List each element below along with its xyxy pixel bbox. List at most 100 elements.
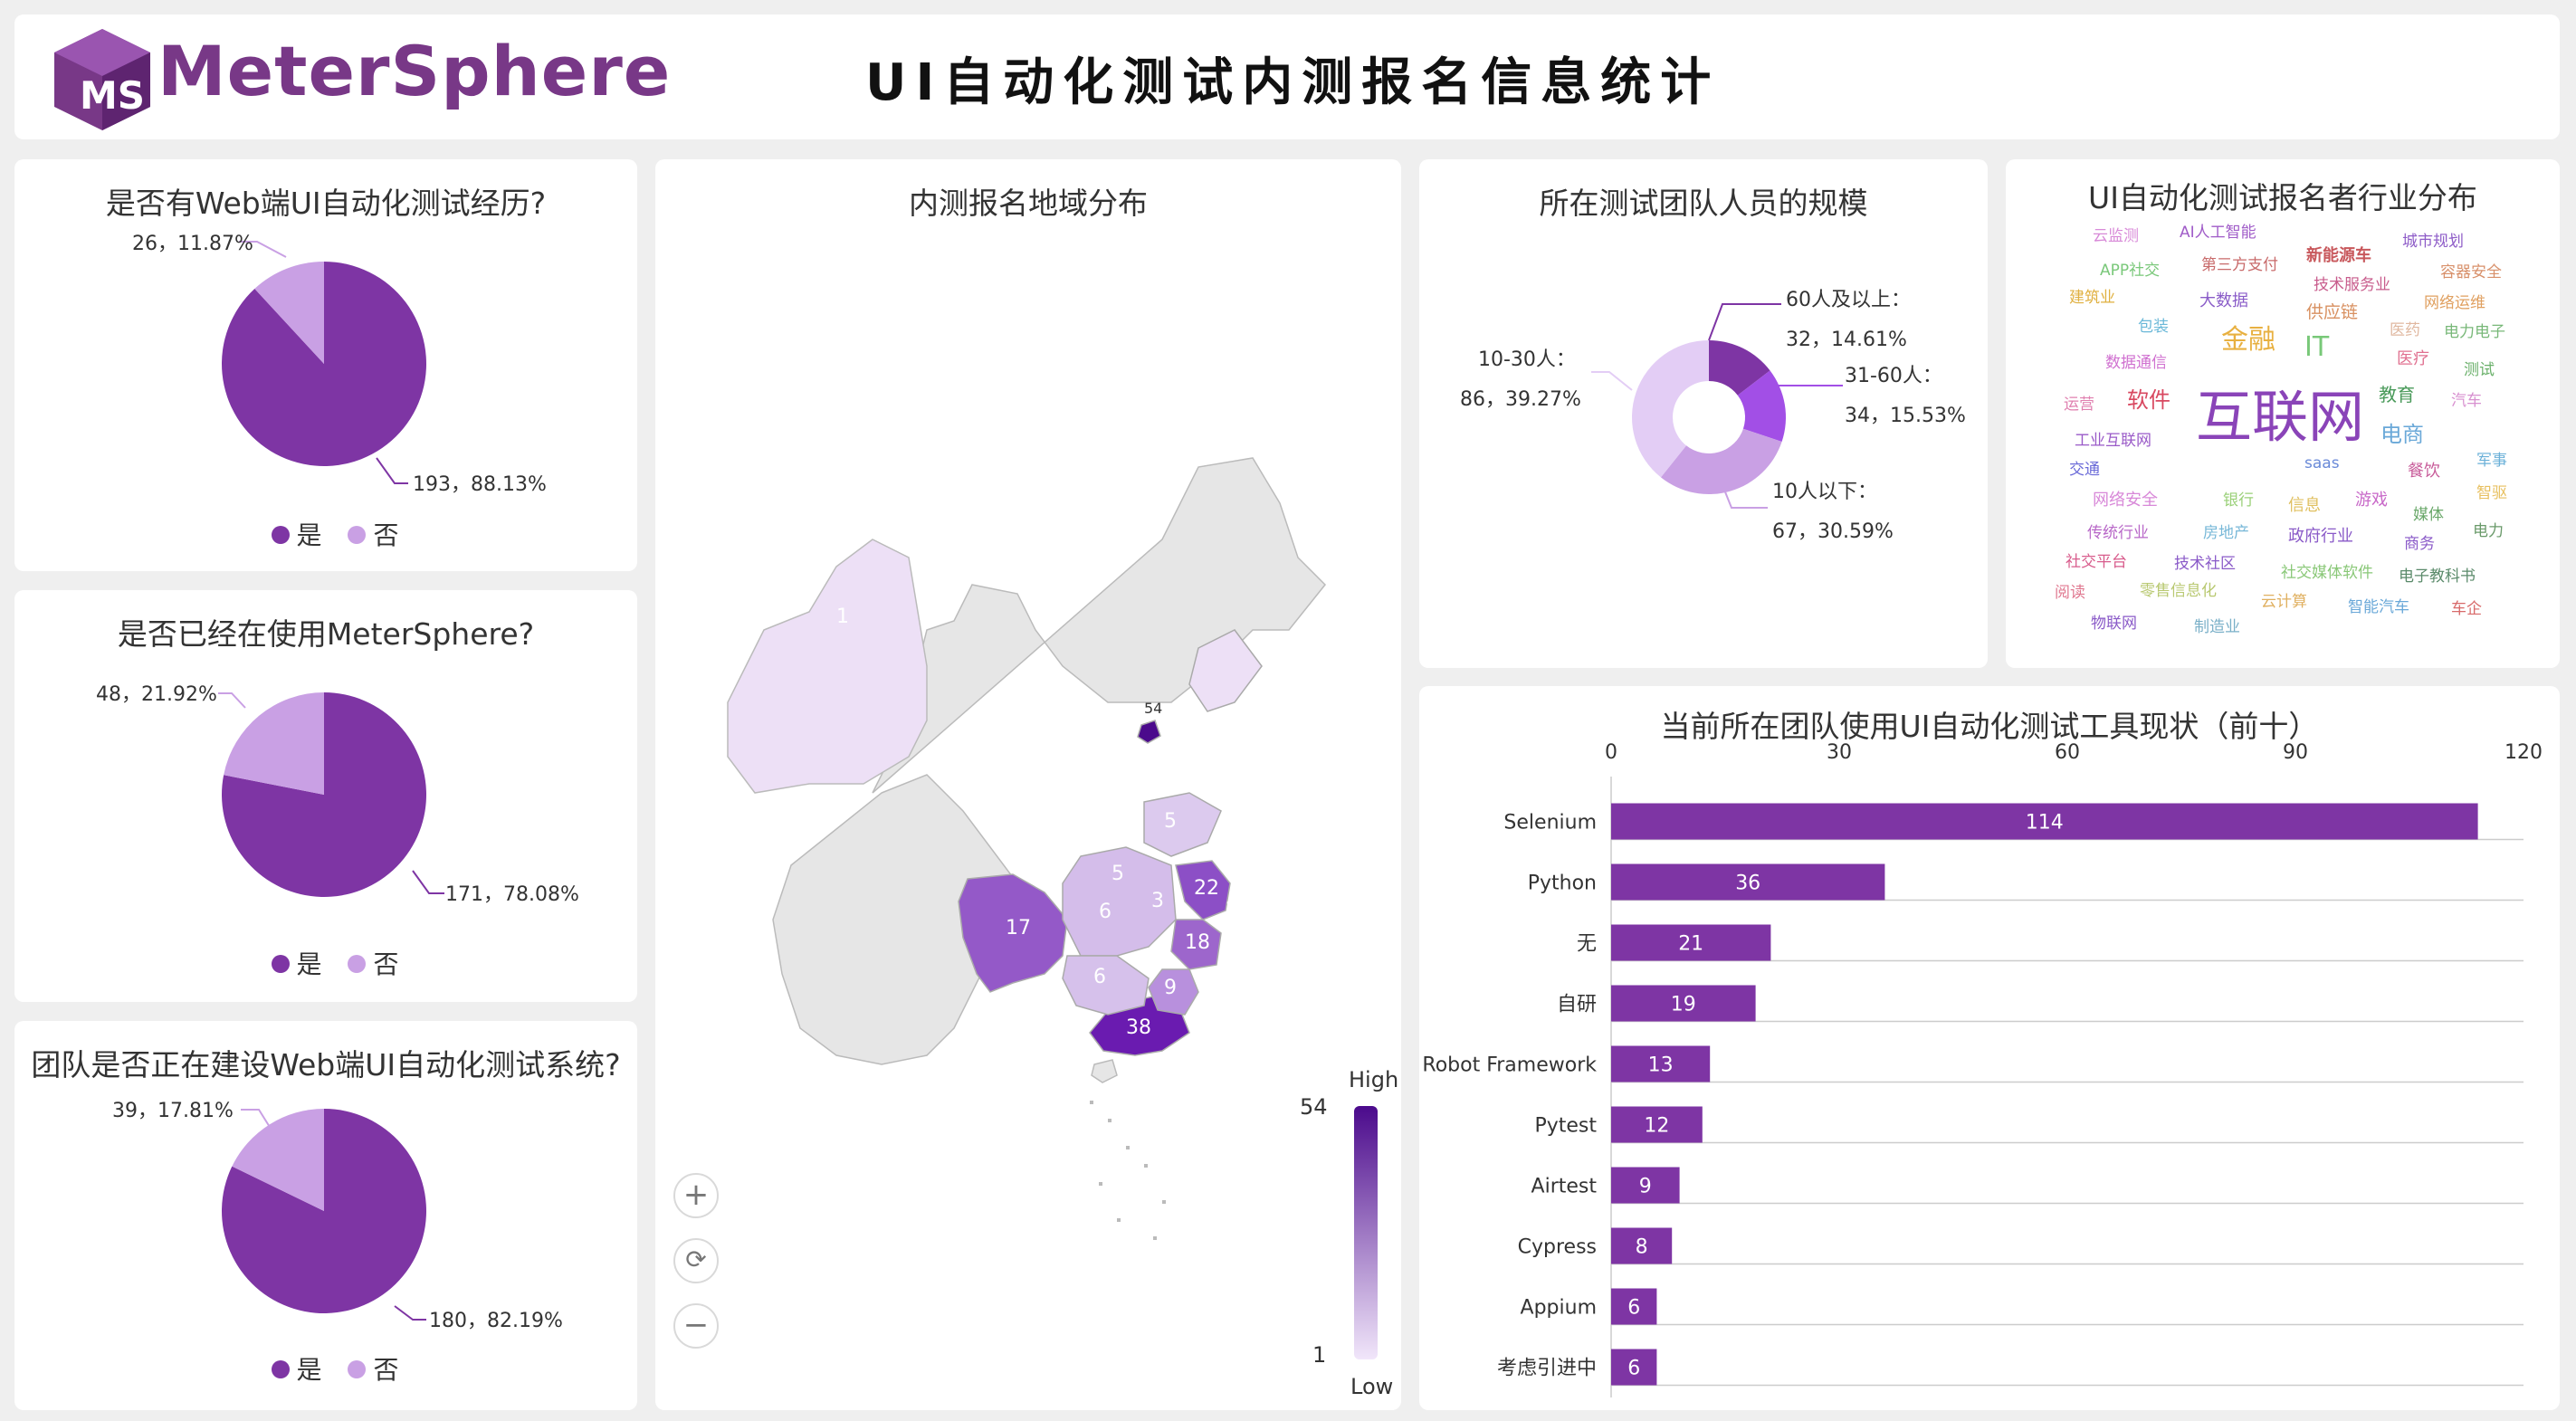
- donut-leader-60plus: [1708, 303, 1781, 341]
- word: 军事: [2476, 452, 2507, 470]
- visual-map-max-value: 54: [1300, 1094, 1328, 1120]
- legend-label-no: 否: [373, 949, 399, 979]
- legend-dot-no: [348, 526, 367, 544]
- pie-slice-no: [232, 1109, 324, 1211]
- word: 汽车: [2451, 392, 2482, 410]
- bar-category-label: Robot Framework: [1422, 1054, 1597, 1077]
- map-land-north: [872, 457, 1327, 794]
- pie-leader-no: [218, 692, 246, 709]
- map-region-hunan[interactable]: [1062, 955, 1150, 1016]
- word: APP社交: [2100, 262, 2161, 280]
- word: 电力: [2473, 522, 2504, 540]
- word: 建筑业: [2069, 289, 2115, 307]
- map-value-guangdong: 38: [1126, 1016, 1151, 1039]
- word: 制造业: [2194, 618, 2240, 636]
- map-value-fujian: 9: [1164, 977, 1177, 999]
- donut-chart: 60人及以上： 32，14.61% 31-60人： 34，15.53% 10人以…: [1460, 289, 1966, 543]
- legend-dot-no: [348, 1360, 367, 1378]
- pie-label-no: 48，21.92%: [96, 683, 217, 706]
- x-tick-label: 0: [1605, 741, 1617, 764]
- map-value-hunan: 6: [1093, 966, 1106, 988]
- legend-dot-no: [348, 955, 367, 973]
- map-region-central[interactable]: [1062, 846, 1177, 957]
- bar: [1611, 924, 1771, 961]
- word: 医疗: [2397, 349, 2429, 368]
- map-region-sichuan[interactable]: [958, 873, 1068, 993]
- word: 媒体: [2413, 506, 2444, 524]
- map-region-jiangsu[interactable]: [1175, 860, 1231, 920]
- pie-leader-no: [241, 1109, 278, 1140]
- pie-title: 是否有Web端UI自动化测试经历?: [105, 186, 547, 221]
- word: 包装: [2138, 318, 2169, 336]
- map-land-south: [772, 774, 1018, 1065]
- word: 物联网: [2091, 615, 2137, 633]
- china-map[interactable]: 1 17 38 22 18 2 9 5 5 6 6 3 54 High 54 1…: [655, 159, 1401, 1410]
- word: 运营: [2064, 396, 2094, 414]
- word: 网络安全: [2093, 491, 2158, 510]
- pie-leader-no: [239, 241, 287, 258]
- bar-category-label: Python: [1528, 873, 1597, 895]
- word: 技术社区: [2174, 555, 2236, 573]
- bar-category-label: 自研: [1557, 994, 1597, 1016]
- tools-bar-card: 当前所在团队使用UI自动化测试工具现状（前十） 0 30 60 90 120 Seleni…: [1419, 686, 2560, 1410]
- word: 网络运维: [2424, 294, 2485, 312]
- zoom-in-button[interactable]: +: [673, 1173, 719, 1218]
- word: 云监测: [2093, 227, 2139, 245]
- team-size-card: 所在测试团队人员的规模 60人及以上： 32，14.61% 31-60人： 34…: [1419, 159, 1988, 668]
- map-region-xinjiang[interactable]: [727, 539, 928, 794]
- pie-label-yes: 180，82.19%: [429, 1310, 563, 1332]
- legend-dot-yes: [271, 955, 290, 973]
- word: 阅读: [2055, 584, 2085, 602]
- word: 新能源车: [2306, 246, 2371, 265]
- word: 智能汽车: [2348, 598, 2409, 616]
- map-region-shandong[interactable]: [1143, 792, 1222, 857]
- metersphere-logo-icon: MS: [54, 29, 150, 130]
- pie-card-using-metersphere: 是否已经在使用MeterSphere? 48，21.92% 171，78.08%…: [14, 590, 637, 1002]
- word: 游戏: [2355, 491, 2388, 510]
- pie-legend: 是 否: [14, 945, 637, 981]
- bar: [1611, 1106, 1703, 1143]
- bar-value-label: 12: [1644, 1115, 1669, 1138]
- bar-value-label: 19: [1671, 994, 1696, 1016]
- legend-label-no: 否: [373, 520, 399, 550]
- zoom-out-button[interactable]: −: [673, 1303, 719, 1349]
- pie-card-web-experience: 是否有Web端UI自动化测试经历? 26，11.87% 193，88.13% 是…: [14, 159, 637, 571]
- map-region-beijing[interactable]: [1137, 720, 1161, 744]
- bar-value-label: 36: [1735, 873, 1760, 895]
- logo-text: MeterSphere: [157, 31, 672, 111]
- bar-category-label: 考虑引进中: [1497, 1358, 1597, 1380]
- word: 技术服务业: [2314, 276, 2390, 294]
- visual-map-low-label: Low: [1350, 1374, 1393, 1399]
- bar-value-label: 6: [1627, 1358, 1640, 1380]
- word: AI人工智能: [2180, 224, 2256, 242]
- bar: [1611, 1045, 1711, 1082]
- map-region-northeast[interactable]: [1188, 629, 1263, 712]
- pie-legend: 是 否: [14, 516, 637, 552]
- bar-category-label: Selenium: [1503, 812, 1597, 834]
- map-region-zhejiang[interactable]: [1170, 919, 1222, 970]
- map-value-anhui: 3: [1151, 890, 1164, 912]
- legend-label-yes: 是: [296, 949, 322, 979]
- bar-category-label: Pytest: [1534, 1115, 1597, 1138]
- map-card: 内测报名地域分布 1 17 38 22 18 2 9 5 5 6 6 3 54: [655, 159, 1401, 1410]
- word: 城市规划: [2402, 233, 2464, 251]
- word: 容器安全: [2440, 263, 2502, 281]
- map-region-fujian[interactable]: [1148, 968, 1199, 1016]
- donut-slice: [1737, 370, 1786, 442]
- reset-view-button[interactable]: ⟳: [673, 1238, 719, 1283]
- word: 商务: [2404, 535, 2435, 553]
- donut-label-10to30-name: 10-30人：: [1478, 348, 1576, 371]
- pie-title: 团队是否正在建设Web端UI自动化测试系统?: [31, 1047, 621, 1082]
- word: 供应链: [2306, 302, 2359, 322]
- word: 社交平台: [2066, 553, 2127, 571]
- bar-title: 当前所在团队使用UI自动化测试工具现状（前十）: [1660, 709, 2319, 744]
- visual-map-bar[interactable]: [1354, 1106, 1378, 1359]
- donut-label-60plus-name: 60人及以上：: [1786, 289, 1911, 311]
- header-bar: MS MeterSphere UI自动化测试内测报名信息统计: [14, 14, 2560, 139]
- pie-label-no: 39，17.81%: [112, 1100, 234, 1122]
- bar-chart: 0 30 60 90 120 Selenium 114 Python 36 无 21 自研 19 Robo…: [1422, 741, 2543, 1397]
- donut-label-10to30-value: 86，39.27%: [1460, 388, 1581, 411]
- wordcloud: 云监测 AI人工智能 城市规划 APP社交 第三方支付 新能源车 容器安全 技术…: [2006, 159, 2560, 668]
- bar: [1611, 985, 1756, 1022]
- pie-card-building-system: 团队是否正在建设Web端UI自动化测试系统? 39，17.81% 180，82.…: [14, 1021, 637, 1410]
